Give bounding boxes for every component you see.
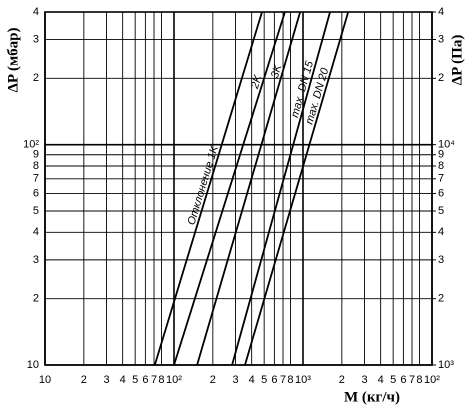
x-tick-label: 10³ [295, 374, 311, 386]
x-tick-label: 4 [120, 374, 126, 386]
y-tick-label: 6 [33, 187, 39, 199]
y-tick-label: 8 [33, 160, 39, 172]
y2-tick-label: 3 [438, 254, 444, 266]
x-tick-label: 7 [151, 374, 157, 386]
y2-tick-label: 8 [438, 160, 444, 172]
y2-tick-label: 4 [438, 6, 444, 18]
x-tick-label: 10 [39, 374, 51, 386]
x-tick-label: 8 [287, 374, 293, 386]
y-tick-label: 10² [23, 139, 39, 151]
x-tick-label: 2 [81, 374, 87, 386]
series-line [244, 11, 350, 366]
x-tick-label: 5 [261, 374, 267, 386]
x-tick-label: 3 [232, 374, 238, 386]
plot-frame [44, 11, 433, 366]
y2-tick-label: 10⁴ [438, 139, 455, 151]
y2-tick-label: 2 [438, 293, 444, 305]
y-tick-label: 4 [33, 6, 39, 18]
y2-tick-label: 3 [438, 33, 444, 45]
x-tick-label: 6 [400, 374, 406, 386]
series-line [231, 11, 331, 366]
x-tick-label: 3 [103, 374, 109, 386]
y2-tick-label: 4 [438, 226, 444, 238]
y2-tick-label: 2 [438, 72, 444, 84]
x-tick-label: 10² [424, 374, 440, 386]
x-axis-title: M (кг/ч) [344, 389, 400, 405]
x-tick-label: 4 [249, 374, 255, 386]
y2-tick-label: 10³ [438, 359, 454, 371]
series-line [153, 11, 263, 366]
y-tick-label: 2 [33, 293, 39, 305]
x-tick-label: 7 [409, 374, 415, 386]
x-tick-label: 10² [166, 374, 182, 386]
y-tick-label: 7 [33, 173, 39, 185]
series-line [196, 11, 301, 366]
x-tick-label: 5 [390, 374, 396, 386]
x-tick-label: 4 [378, 374, 384, 386]
x-tick-label: 5 [132, 374, 138, 386]
x-tick-label: 2 [339, 374, 345, 386]
x-tick-label: 6 [271, 374, 277, 386]
line-label: 3K [269, 63, 284, 80]
y-tick-label: 2 [33, 72, 39, 84]
y2-axis-title: ΔP (Па) [449, 35, 465, 86]
x-tick-label: 2 [210, 374, 216, 386]
series-line [173, 11, 286, 366]
y-tick-label: 5 [33, 205, 39, 217]
y-tick-label: 10 [27, 359, 39, 371]
x-tick-label: 8 [416, 374, 422, 386]
y2-tick-label: 6 [438, 187, 444, 199]
y-tick-label: 3 [33, 254, 39, 266]
y2-tick-label: 7 [438, 173, 444, 185]
x-tick-label: 8 [158, 374, 164, 386]
y-tick-label: 3 [33, 33, 39, 45]
y-tick-label: 9 [33, 149, 39, 161]
x-tick-label: 7 [280, 374, 286, 386]
x-tick-label: 6 [142, 374, 148, 386]
x-tick-label: 3 [361, 374, 367, 386]
y-tick-label: 4 [33, 226, 39, 238]
line-label: 2K [249, 73, 265, 91]
y-axis-title: ΔP (мбар) [5, 27, 21, 92]
y2-tick-label: 5 [438, 205, 444, 217]
y2-tick-label: 9 [438, 149, 444, 161]
